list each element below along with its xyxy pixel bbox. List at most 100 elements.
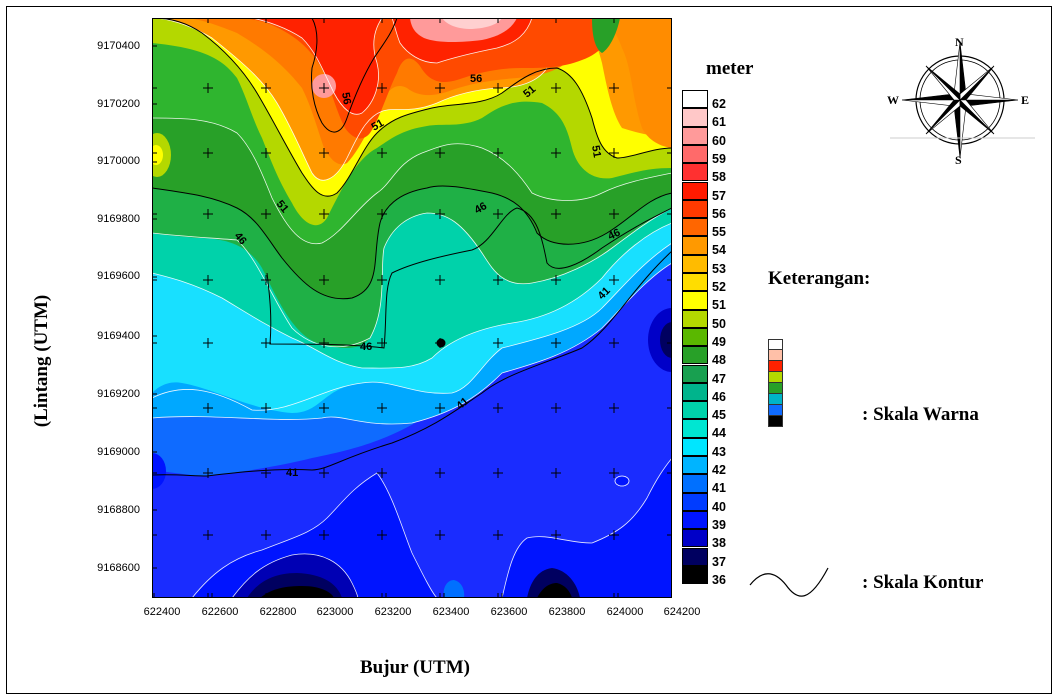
mini-scale-swatch — [768, 394, 783, 405]
colorbar-swatch — [682, 529, 708, 548]
y-tick-label: 9169200 — [97, 388, 140, 400]
x-tick-label: 623000 — [316, 606, 354, 618]
color-scale-label: : Skala Warna — [862, 404, 979, 425]
red-patch-left — [252, 18, 382, 115]
x-tick-label: 622600 — [201, 606, 239, 618]
y-tick-label: 9170400 — [97, 40, 140, 52]
colorbar-swatch — [682, 419, 708, 438]
contour-line-icon — [748, 560, 832, 610]
mini-color-scale — [768, 339, 783, 427]
colorbar-swatch — [682, 346, 708, 365]
colorbar-level-label: 54 — [712, 243, 726, 258]
colorbar-swatch — [682, 90, 708, 109]
contour-label: 56 — [470, 73, 482, 85]
y-tick-label: 9169000 — [97, 446, 140, 458]
small-blue-patch — [443, 580, 465, 598]
colorbar-swatch — [682, 456, 708, 475]
colorbar-level-label: 36 — [712, 572, 726, 587]
compass-north: N — [955, 38, 964, 49]
colorbar-swatch — [682, 492, 708, 511]
x-tick-label: 623800 — [548, 606, 586, 618]
colorbar-swatch — [682, 163, 708, 182]
colorbar-swatch — [682, 273, 708, 292]
grid-crosses — [152, 18, 672, 598]
compass-rose-icon: N S E W — [885, 35, 1035, 168]
black-right-bottom — [537, 583, 572, 598]
colorbar-level-label: 48 — [712, 353, 726, 368]
map-border — [152, 18, 672, 598]
contour-label: 46 — [606, 227, 622, 243]
contour-scale-label: : Skala Kontur — [862, 572, 984, 593]
colorbar-level-label: 56 — [712, 206, 726, 221]
left-blob-inner — [152, 145, 163, 165]
colorbar-swatch — [682, 291, 708, 310]
contour-label: 41 — [286, 467, 298, 479]
colorbar-level-label: 42 — [712, 463, 726, 477]
pink-light-patch — [442, 18, 502, 29]
orange-right — [602, 18, 672, 148]
x-tick-label: 624200 — [663, 606, 701, 618]
colorbar-level-label: 60 — [712, 133, 726, 148]
colorbar-swatch — [682, 437, 708, 456]
colorbar-swatch — [682, 401, 708, 420]
colorbar-swatch — [682, 565, 708, 585]
colorbar-level-label: 41 — [712, 481, 726, 496]
colorbar-swatch — [682, 126, 708, 145]
y-tick-label: 9169400 — [97, 330, 140, 342]
colorbar-level-label: 45 — [712, 408, 726, 423]
colorbar-swatch — [682, 364, 708, 383]
x-tick-label: 623200 — [374, 606, 412, 618]
y-tick-label: 9169800 — [97, 213, 140, 225]
contour-label: 46 — [360, 341, 372, 353]
colorbar-swatch — [682, 254, 708, 273]
colorbar-swatch — [682, 144, 708, 164]
x-tick-label: 623600 — [490, 606, 528, 618]
colorbar-level-label: 43 — [712, 444, 726, 459]
colorbar-level-label: 49 — [712, 334, 726, 349]
colorbar-swatch — [682, 510, 708, 530]
colorbar-level-label: 53 — [712, 261, 726, 276]
colorbar-level-label: 55 — [712, 225, 726, 240]
colorbar-swatch — [682, 309, 708, 328]
x-tick-label: 623400 — [432, 606, 470, 618]
colorbar-level-label: 62 — [712, 97, 726, 111]
y-tick-label: 9170000 — [97, 155, 140, 167]
colorbar-level-label: 38 — [712, 536, 726, 551]
colorbar-level-label: 58 — [712, 170, 726, 185]
compass-south: S — [955, 153, 962, 167]
compass-east: E — [1021, 93, 1029, 107]
colorbar-level-label: 40 — [712, 499, 726, 514]
colorbar-swatch — [682, 474, 708, 493]
x-tick-label: 622800 — [259, 606, 297, 618]
colorbar-swatch — [682, 327, 708, 347]
white-contours — [152, 18, 672, 598]
colorbar-level-label: 46 — [712, 389, 726, 404]
colorbar-swatch — [682, 547, 708, 566]
contour-label: 56 — [339, 91, 353, 105]
colorbar-level-label: 47 — [712, 371, 726, 386]
mini-scale-swatch — [768, 383, 783, 394]
colorbar-swatch — [682, 236, 708, 255]
compass-west: W — [887, 93, 899, 107]
y-axis-title: (Lintang (UTM) — [31, 294, 52, 428]
green-top-right — [592, 18, 620, 53]
black-bottom — [260, 586, 334, 598]
contour-label: 46 — [473, 200, 490, 217]
small-ring — [614, 475, 630, 487]
colorbar-level-label: 50 — [712, 316, 726, 331]
contour-map: 56 56 51 51 51 51 46 46 46 46 41 41 41 — [152, 18, 672, 598]
x-axis-title: Bujur (UTM) — [360, 657, 470, 678]
colorbar-level-label: 51 — [712, 298, 726, 313]
figure-frame — [6, 6, 1052, 694]
x-tick-label: 622400 — [143, 606, 181, 618]
bottom-blue — [192, 473, 437, 598]
colorbar-level-label: 52 — [712, 280, 726, 294]
left-navy — [152, 453, 166, 489]
mini-scale-swatch — [768, 372, 783, 383]
colorbar-level-label: 57 — [712, 188, 726, 203]
contour-label: 51 — [589, 144, 603, 158]
colorbar-unit: meter — [706, 58, 754, 79]
mini-scale-swatch — [768, 361, 783, 372]
bottom-right-blue — [502, 458, 672, 598]
x-tick-label: 624000 — [606, 606, 644, 618]
